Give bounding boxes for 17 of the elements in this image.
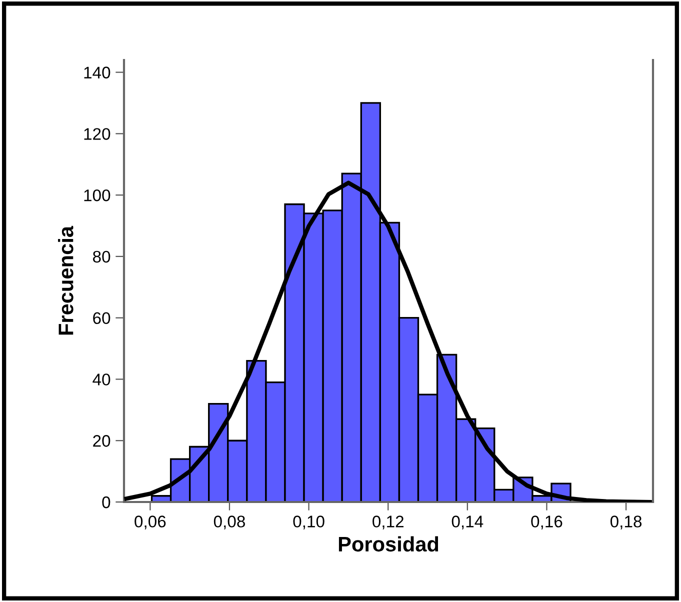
- y-tick-label: 0: [102, 496, 110, 508]
- y-tick-label: 20: [93, 435, 110, 447]
- y-tick-label: 60: [93, 312, 110, 324]
- x-tick-label: 0,14: [452, 516, 484, 530]
- x-tick-label: 0,08: [214, 516, 245, 530]
- x-tick-label: 0,10: [293, 516, 324, 530]
- x-axis-title: Porosidad: [338, 536, 438, 552]
- y-tick-label: 80: [92, 250, 110, 263]
- x-tick-label: 0,06: [134, 516, 166, 530]
- y-tick-label: 140: [84, 66, 110, 78]
- y-tick-label: 40: [92, 374, 110, 386]
- x-tick-label: 0,18: [610, 516, 642, 530]
- y-tick-label: 100: [84, 189, 110, 202]
- x-tick-label: 0,16: [531, 516, 562, 530]
- x-tick-label: 0,12: [372, 516, 404, 530]
- y-axis-title: Frecuencia: [58, 226, 74, 335]
- y-tick-label: 120: [84, 128, 110, 140]
